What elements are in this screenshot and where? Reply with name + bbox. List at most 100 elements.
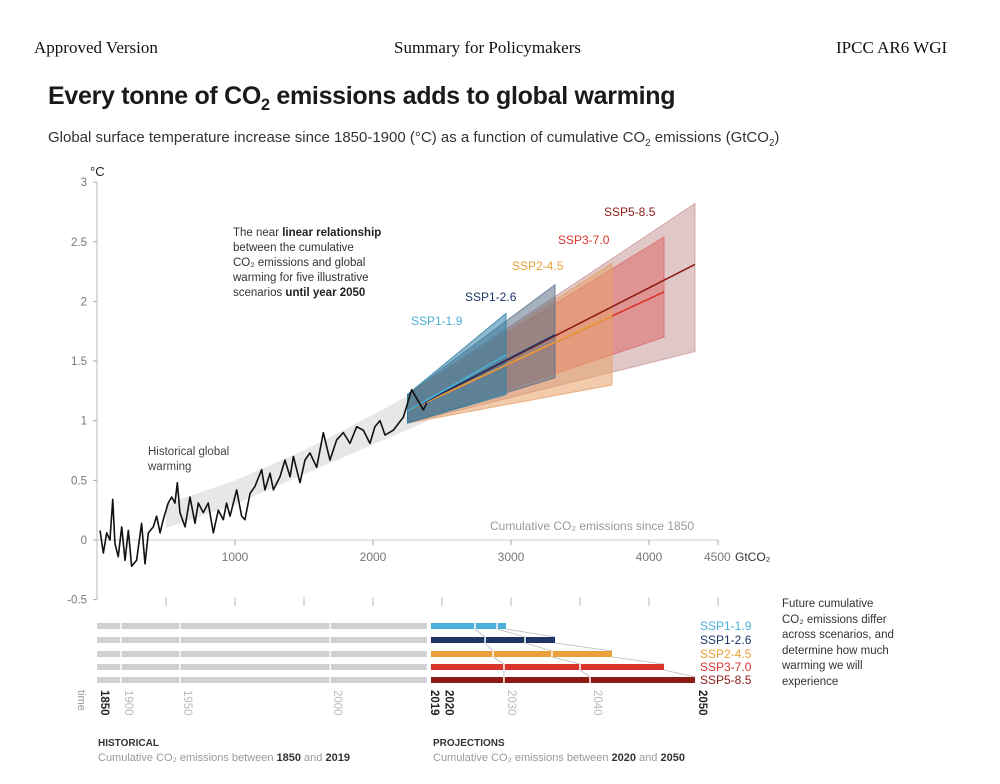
subtitle-sub2: 2 — [768, 138, 775, 149]
historical-bar — [97, 623, 427, 629]
bar-connector — [492, 656, 505, 665]
bar-connector — [551, 656, 581, 665]
future-annotation-line: CO₂ emissions differ — [782, 613, 887, 626]
projection-bar-SSP1-2.6 — [430, 637, 556, 643]
historical-caption: Cumulative CO₂ emissions between 1850 an… — [98, 752, 350, 764]
chart-subtitle: Global surface temperature increase sinc… — [48, 129, 779, 149]
bar-connector — [505, 628, 556, 638]
central-line-SSP2-4.5 — [407, 314, 613, 412]
linear-annotation-line: between the cumulative — [233, 241, 381, 256]
linear-seg-0: The near — [233, 227, 283, 239]
y-tick-label: 1.5 — [71, 356, 87, 368]
time-tick-label: 2019 — [428, 690, 440, 716]
linear-seg-1: until year 2050 — [285, 287, 366, 299]
band-SSP1-1.9 — [407, 312, 507, 424]
historical-bar — [97, 651, 427, 657]
historical-caption-seg-1: 1850 — [276, 752, 301, 764]
time-axis-label: time — [75, 690, 87, 711]
projection-bar-SSP5-8.5 — [430, 677, 695, 683]
historical-annotation-line: warming — [148, 461, 192, 473]
bar-connector — [663, 669, 696, 678]
projections-caption-seg-1: 2020 — [611, 752, 636, 764]
historical-caption-seg-3: 2019 — [325, 752, 350, 764]
bar-connector — [524, 642, 553, 652]
linear-annotation-line: scenarios until year 2050 — [233, 286, 381, 301]
chart-title: Every tonne of CO2 emissions adds to glo… — [48, 82, 676, 115]
central-line-SSP1-2.6 — [407, 334, 556, 412]
time-tick-label: 2040 — [591, 690, 603, 716]
scenario-label-SSP1-2.6: SSP1-2.6 — [465, 290, 517, 304]
scenario-label-SSP3-7.0: SSP3-7.0 — [558, 233, 610, 247]
linear-seg-1: linear relationship — [282, 227, 382, 239]
future-annotation-line: Future cumulative — [782, 598, 874, 610]
title-text: Every tonne of CO — [48, 82, 261, 110]
historical-caption-seg-0: Cumulative CO₂ emissions between — [98, 752, 277, 764]
y-tick-label: 3 — [81, 177, 87, 189]
scenario-label-SSP1-1.9: SSP1-1.9 — [411, 314, 463, 328]
bar-label-SSP1-2.6: SSP1-2.6 — [700, 633, 752, 647]
future-annotation-line: across scenarios, and — [782, 629, 894, 641]
linear-seg-0: CO₂ emissions and global — [233, 257, 366, 269]
future-emissions-annotation: Future cumulative CO₂ emissions differ acr… — [782, 597, 894, 690]
central-line-SSP1-1.9 — [407, 354, 507, 412]
future-annotation-line: determine how much — [782, 644, 889, 657]
bar-label-SSP5-8.5: SSP5-8.5 — [700, 673, 752, 687]
title-sub: 2 — [261, 96, 270, 114]
x-axis-caption: Cumulative CO₂ emissions since 1850 — [490, 519, 695, 533]
projections-caption: Cumulative CO₂ emissions between 2020 an… — [433, 752, 685, 764]
historical-caption-seg-2: and — [301, 752, 326, 764]
x-tick-label: 4000 — [636, 550, 663, 564]
historical-bar — [97, 664, 427, 670]
time-tick-label: 2000 — [331, 690, 343, 716]
historical-warming-annotation: Historical global warming — [148, 445, 229, 475]
header-center: Summary for Policymakers — [394, 38, 581, 57]
time-tick-label: 2020 — [443, 690, 455, 716]
historical-heading: HISTORICAL — [98, 738, 159, 749]
subtitle-text: Global surface temperature increase sinc… — [48, 129, 646, 146]
subtitle-end: ) — [774, 129, 780, 146]
projections-caption-seg-3: 2050 — [660, 752, 685, 764]
bar-connector — [496, 628, 526, 638]
time-tick-label: 2050 — [696, 690, 708, 716]
x-tick-label: 3000 — [498, 550, 525, 564]
bar-label-SSP3-7.0: SSP3-7.0 — [700, 660, 752, 674]
projection-bar-SSP1-1.9 — [430, 623, 507, 629]
title-text-end: emissions adds to global warming — [269, 82, 676, 110]
bar-connector — [554, 642, 613, 652]
bar-connector — [484, 642, 494, 652]
subtitle-sub: 2 — [645, 138, 651, 149]
time-tick-label: 1950 — [181, 690, 193, 716]
bar-connector — [474, 628, 486, 638]
bar-label-SSP2-4.5: SSP2-4.5 — [700, 647, 752, 661]
x-tick-label: 2000 — [360, 550, 387, 564]
linear-seg-0: warming for five illustrative — [233, 272, 369, 284]
future-annotation-line: experience — [782, 675, 839, 688]
historical-annotation-line: Historical global — [148, 446, 230, 458]
projection-bar-SSP2-4.5 — [430, 651, 613, 657]
projection-bar-SSP3-7.0 — [430, 664, 665, 670]
linear-relationship-annotation: The near linear relationship between the … — [233, 226, 381, 301]
y-tick-label: 0.5 — [71, 475, 87, 487]
time-tick-label: 2030 — [505, 690, 517, 716]
x-tick-label: 4500 — [704, 550, 731, 564]
y-tick-label: 2.5 — [71, 237, 87, 249]
future-annotation-line: warming we will — [782, 660, 863, 672]
subtitle-mid: emissions (GtCO — [650, 129, 769, 146]
scenario-label-SSP5-8.5: SSP5-8.5 — [604, 205, 656, 219]
projections-caption-seg-0: Cumulative CO₂ emissions between — [433, 752, 612, 764]
y-tick-label: 0 — [81, 535, 87, 547]
y-tick-label: -0.5 — [67, 595, 87, 607]
projections-caption-seg-2: and — [636, 752, 661, 764]
linear-seg-0: between the cumulative — [233, 242, 354, 254]
projections-heading: PROJECTIONS — [433, 738, 505, 749]
y-axis-unit: °C — [90, 164, 105, 179]
x-axis-unit: GtCO₂ — [735, 550, 771, 564]
linear-annotation-line: warming for five illustrative — [233, 271, 381, 286]
time-tick-label: 1900 — [122, 690, 134, 716]
header-left: Approved Version — [34, 38, 158, 57]
bar-label-SSP1-1.9: SSP1-1.9 — [700, 619, 752, 633]
historical-bar — [97, 677, 427, 683]
x-tick-label: 1000 — [222, 550, 249, 564]
